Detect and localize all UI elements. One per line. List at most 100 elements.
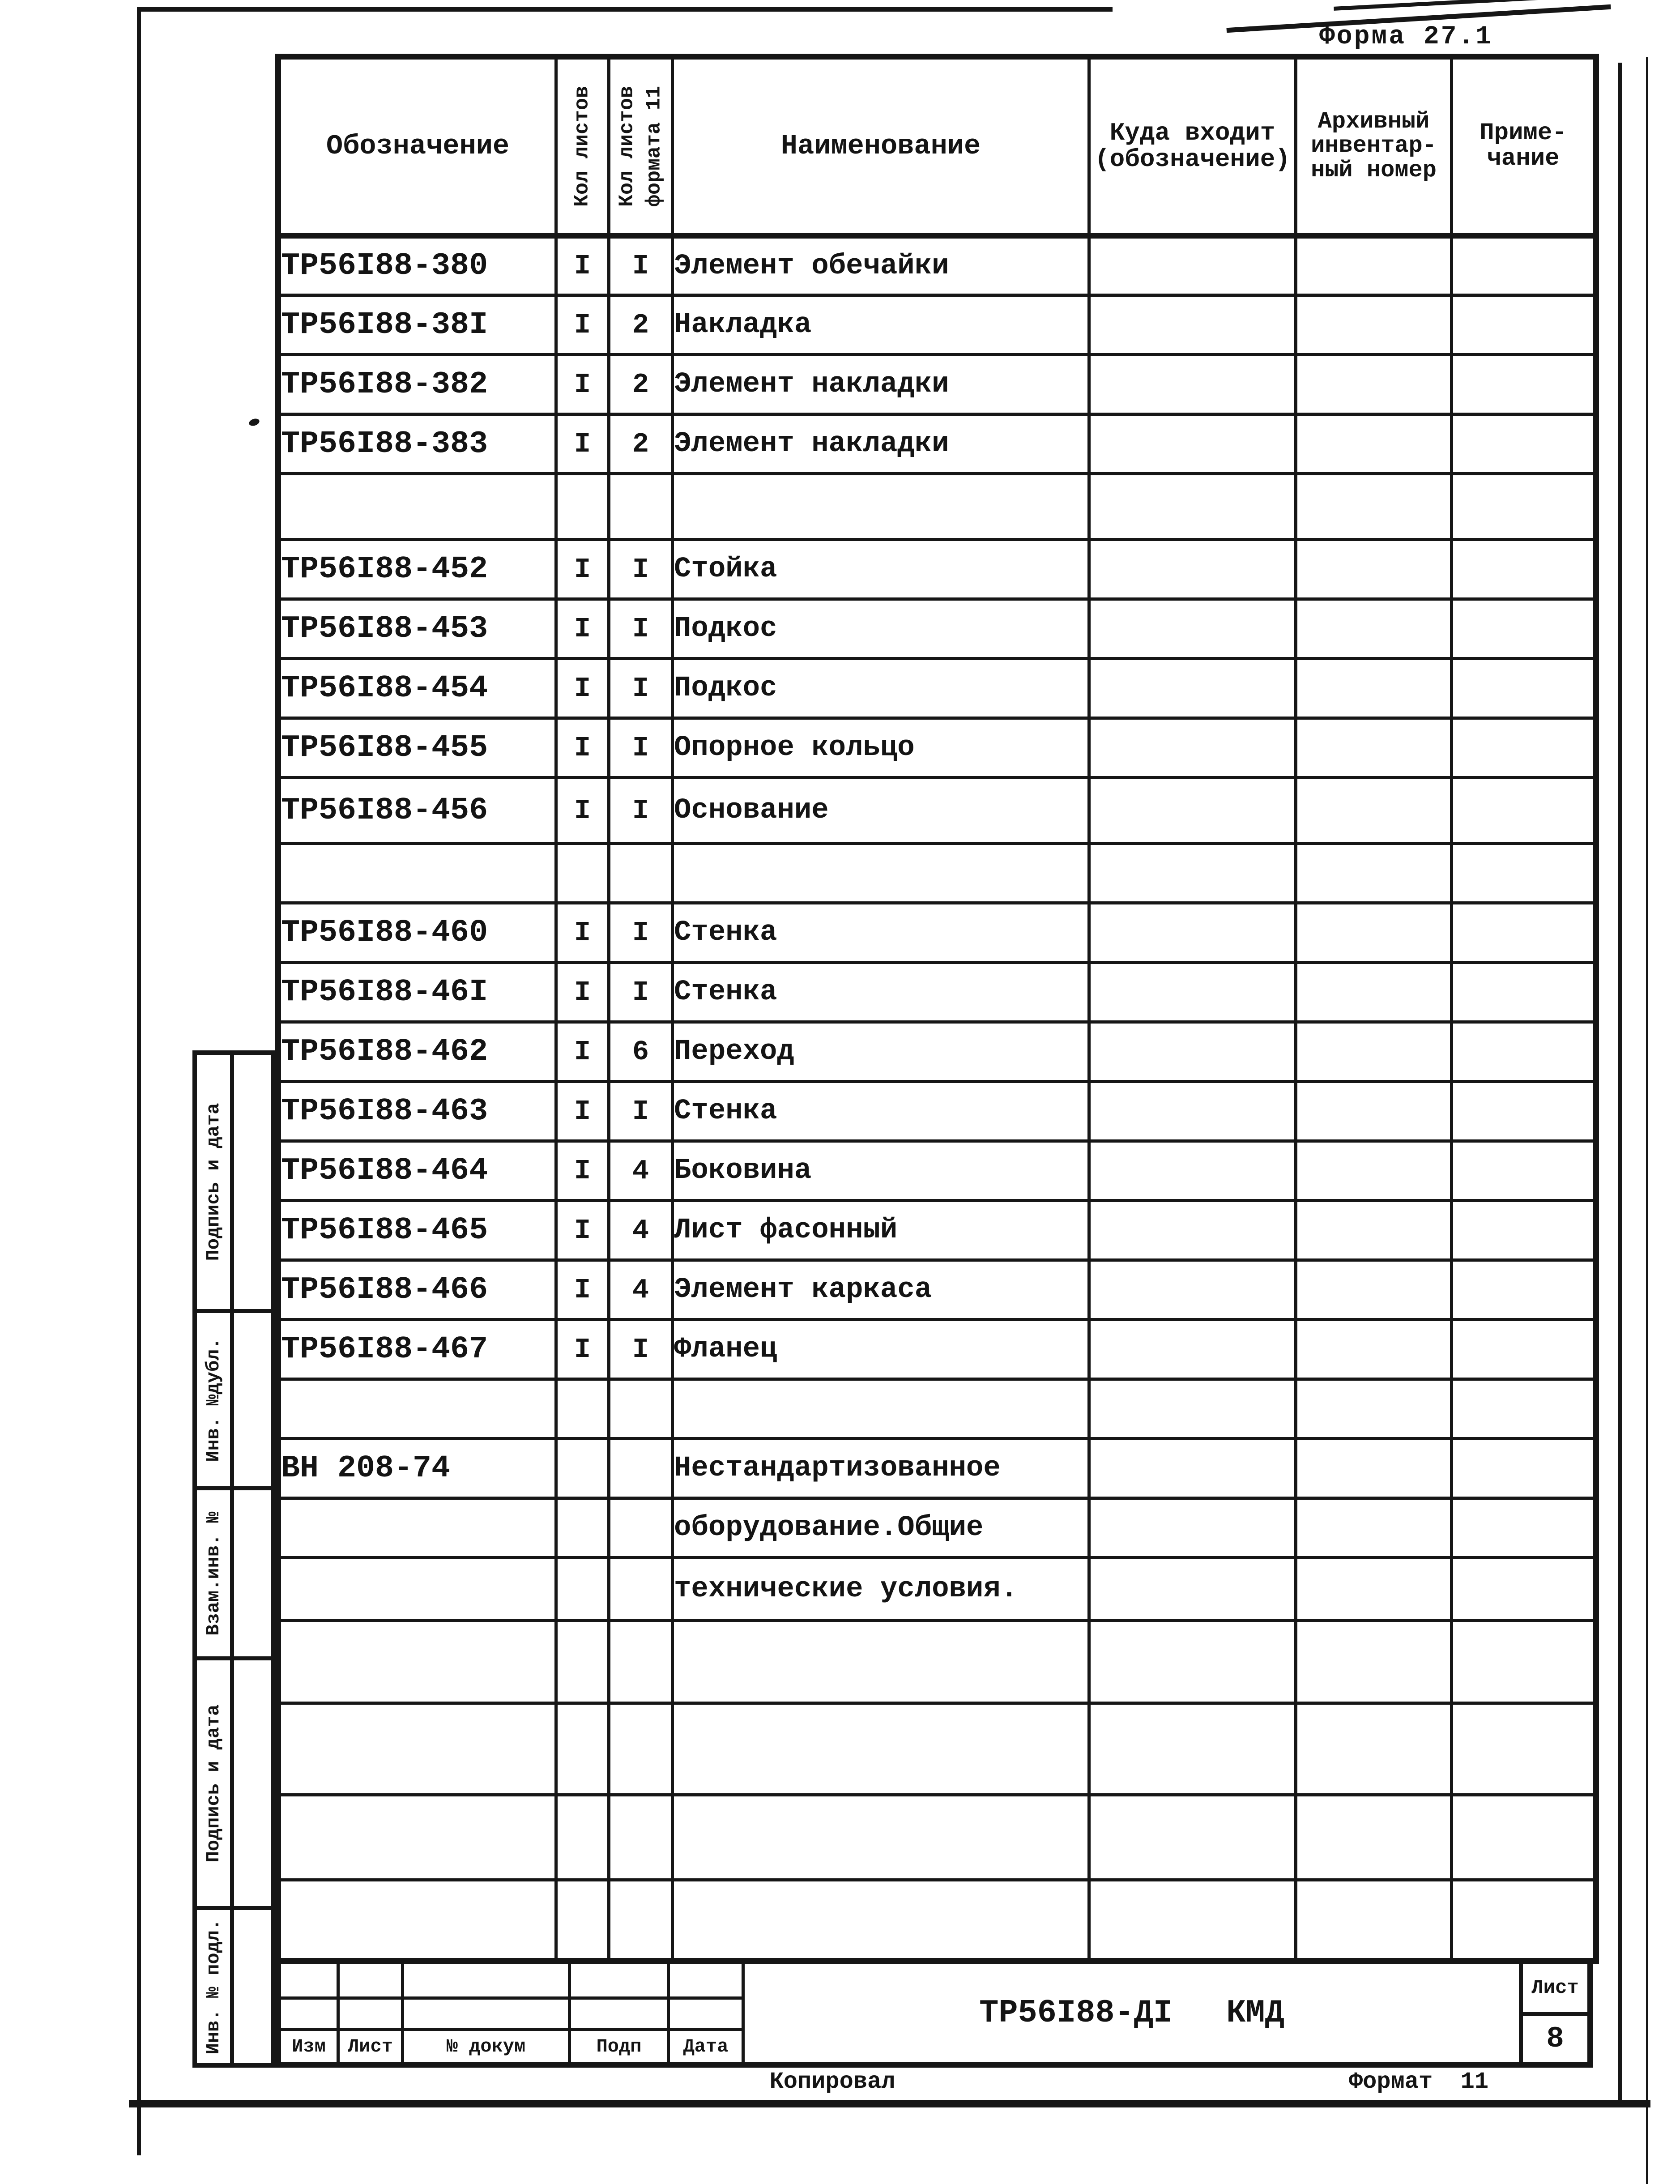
cell-sheet-count: I: [554, 353, 610, 416]
cell-archive-number: [1294, 597, 1453, 660]
cell-sheet-count-format11: I: [607, 901, 674, 964]
cell-sheet-count-format11: I: [607, 1080, 674, 1143]
specification-table: Обозначение Кол листов Кол листов формата…: [275, 54, 1599, 1964]
cell-name: [671, 1378, 1091, 1440]
cell-note: [1450, 1497, 1598, 1559]
cell-name: [671, 1878, 1091, 1962]
revision-empty-cell: [571, 2000, 670, 2031]
cell-where-used: [1087, 657, 1297, 720]
cell-sheet-count-format11: [607, 1556, 674, 1622]
cell-designation: [277, 1878, 558, 1962]
cell-sheet-count-format11: I: [607, 597, 674, 660]
cell-archive-number: [1294, 776, 1453, 845]
cell-sheet-count: [554, 1437, 610, 1500]
cell-name: Элемент накладки: [671, 413, 1091, 475]
cell-sheet-count: I: [554, 1020, 610, 1083]
cell-sheet-count: [554, 1619, 610, 1705]
cell-where-used: [1087, 1793, 1297, 1881]
page-top-border: [137, 7, 1113, 12]
cell-archive-number: [1294, 1318, 1453, 1381]
document-control-sidebar: Подпись и дата Инв. №дубл. Взам.инв. № Подп…: [192, 1050, 276, 2068]
sheet-label: Лист: [1523, 1964, 1587, 2016]
table-row: ВН 208-74 Нестандартизованное: [277, 1437, 1598, 1500]
cell-archive-number: [1294, 472, 1453, 541]
cell-where-used: [1087, 1020, 1297, 1083]
cell-sheet-count: I: [554, 1318, 610, 1381]
cell-designation: ТР56I88-460: [277, 901, 558, 964]
cell-archive-number: [1294, 1080, 1453, 1143]
cell-sheet-count-format11: [607, 1702, 674, 1796]
cell-designation: [277, 1497, 558, 1559]
sidebar-section-label: Инв. № подл.: [203, 1919, 224, 2055]
sidebar-section-label-cell: Инв. № подл.: [197, 1910, 234, 2063]
cell-sheet-count-format11: 4: [607, 1258, 674, 1321]
cell-where-used: [1087, 1199, 1297, 1262]
sidebar-empty-cell: [234, 1055, 271, 1309]
cell-note: [1450, 1556, 1598, 1622]
sidebar-section-label: Инв. №дубл.: [203, 1337, 224, 1462]
cell-note: [1450, 1793, 1598, 1881]
cell-designation: ТР56I88-456: [277, 776, 558, 845]
cell-sheet-count-format11: I: [607, 234, 674, 297]
cell-sheet-count: I: [554, 1258, 610, 1321]
cell-name: Элемент каркаса: [671, 1258, 1091, 1321]
revision-column-label: Дата: [670, 2031, 745, 2062]
cell-archive-number: [1294, 1199, 1453, 1262]
cell-sheet-count-format11: 4: [607, 1139, 674, 1202]
cell-archive-number: [1294, 1702, 1453, 1796]
revision-column-label: Подп: [571, 2031, 670, 2062]
document-number-cell: ТР56I88-ДI КМД: [745, 1964, 1519, 2062]
cell-note: [1450, 1199, 1598, 1262]
table-row: ТР56I88-460 I I Стенка: [277, 901, 1598, 964]
cell-sheet-count: [554, 472, 610, 541]
cell-sheet-count: I: [554, 413, 610, 475]
cell-where-used: [1087, 1619, 1297, 1705]
cell-archive-number: [1294, 842, 1453, 904]
cell-sheet-count: I: [554, 717, 610, 779]
cell-note: [1450, 538, 1598, 601]
cell-sheet-count: I: [554, 538, 610, 601]
sidebar-section: Инв. №дубл.: [197, 1313, 271, 1490]
cell-sheet-count: [554, 1497, 610, 1559]
cell-sheet-count-format11: [607, 1793, 674, 1881]
table-row: ТР56I88-463 I I Стенка: [277, 1080, 1598, 1143]
cell-sheet-count-format11: I: [607, 657, 674, 720]
table-row: [277, 1793, 1598, 1881]
sidebar-section: Подпись и дата: [197, 1055, 271, 1313]
cell-sheet-count-format11: [607, 1378, 674, 1440]
cell-note: [1450, 1437, 1598, 1500]
cell-archive-number: [1294, 1437, 1453, 1500]
table-row: ТР56I88-465 I 4 Лист фасонный: [277, 1199, 1598, 1262]
document-code: КМД: [1226, 1994, 1284, 2031]
cell-where-used: [1087, 294, 1297, 356]
cell-designation: [277, 1556, 558, 1622]
cell-sheet-count-format11: I: [607, 1318, 674, 1381]
cell-note: [1450, 1619, 1598, 1705]
table-row: ТР56I88-456 I I Основание: [277, 776, 1598, 845]
cell-designation: ТР56I88-467: [277, 1318, 558, 1381]
cell-name: [671, 1793, 1091, 1881]
cell-designation: ТР56I88-463: [277, 1080, 558, 1143]
table-row: оборудование.Общие: [277, 1497, 1598, 1559]
cell-note: [1450, 657, 1598, 720]
revision-empty-cell: [670, 1964, 745, 2000]
header-note: Приме- чание: [1450, 55, 1598, 239]
cell-note: [1450, 1020, 1598, 1083]
cell-note: [1450, 776, 1598, 845]
cell-name: [671, 1702, 1091, 1796]
header-archive-number: Архивный инвентар- ный номер: [1294, 55, 1453, 239]
revision-empty-cell: [571, 1964, 670, 2000]
scan-dot-artifact: [248, 417, 260, 427]
revision-empty-cell: [670, 2000, 745, 2031]
cell-designation: [277, 1619, 558, 1705]
sidebar-section: Взам.инв. №: [197, 1490, 271, 1660]
format-label: Формат 11: [1348, 2069, 1489, 2095]
cell-archive-number: [1294, 1020, 1453, 1083]
cell-sheet-count: [554, 1793, 610, 1881]
cell-sheet-count-format11: I: [607, 776, 674, 845]
cell-sheet-count-format11: 2: [607, 353, 674, 416]
cell-where-used: [1087, 842, 1297, 904]
header-sheet-count-format11: Кол листов формата 11: [607, 55, 674, 239]
cell-archive-number: [1294, 413, 1453, 475]
cell-name: Подкос: [671, 597, 1091, 660]
